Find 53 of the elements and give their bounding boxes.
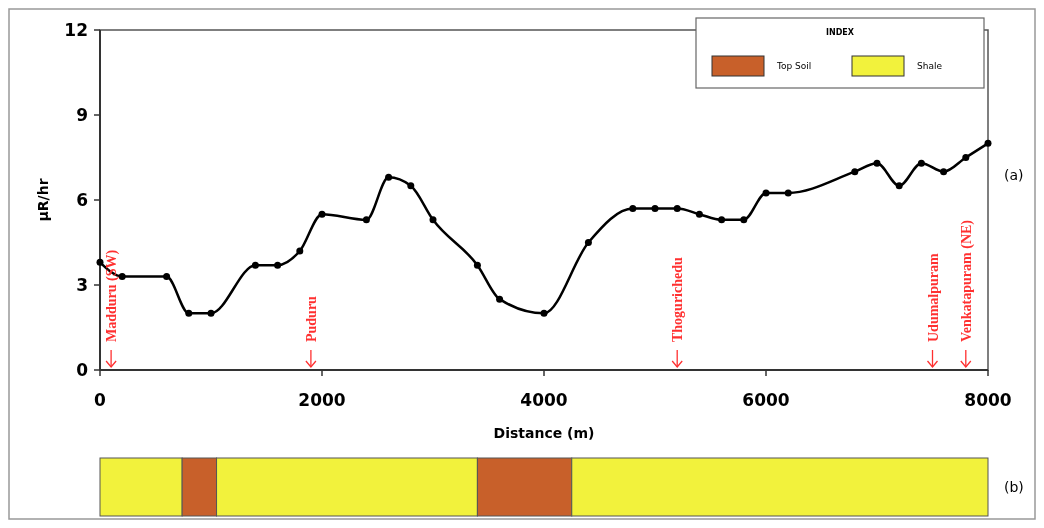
ref-line-label: Thogurichedu: [670, 256, 686, 342]
ref-line-label: Puduru: [303, 295, 319, 342]
point: [740, 216, 748, 224]
legend-title: INDEX: [826, 28, 855, 37]
point: [185, 309, 193, 317]
point: [651, 205, 659, 212]
point: [584, 239, 592, 246]
y-tick-label: 0: [76, 359, 89, 380]
ref-line-label: Udumalpuram: [925, 252, 941, 342]
point: [917, 159, 925, 167]
x-tick-label: 8000: [964, 390, 1012, 410]
x-tick-label: 0: [94, 390, 107, 410]
text: Shale: [917, 61, 943, 72]
point: [873, 159, 881, 167]
x-tick-label: 6000: [742, 390, 790, 410]
point: [895, 182, 903, 190]
point: [251, 261, 259, 269]
point: [940, 168, 948, 176]
point: [629, 205, 637, 212]
text: Top Soil: [776, 61, 812, 72]
point: [718, 216, 726, 224]
point: [385, 173, 393, 181]
point: [784, 189, 792, 197]
text: (b): [1004, 478, 1024, 495]
point: [163, 273, 171, 280]
y-tick-label: 3: [76, 274, 88, 295]
point: [362, 216, 370, 224]
ref-line-label: Madduru (SW): [104, 249, 121, 342]
point: [673, 205, 681, 212]
y-tick-label: 12: [64, 19, 88, 40]
point: [274, 261, 282, 269]
point: [851, 168, 859, 176]
x-axis-title: Distance (m): [493, 425, 595, 441]
point: [96, 258, 104, 266]
point: [540, 309, 548, 317]
point: [695, 210, 703, 218]
point: [296, 247, 304, 255]
y-axis-title: µR/hr: [35, 178, 51, 222]
point: [962, 154, 970, 161]
point: [984, 139, 992, 147]
text: (a): [1004, 167, 1024, 183]
point: [762, 189, 770, 197]
y-tick-label: 9: [76, 104, 88, 125]
x-tick-label: 4000: [520, 390, 568, 410]
point: [407, 182, 415, 190]
y-tick-label: 6: [76, 189, 88, 210]
x-tick-label: 2000: [298, 390, 346, 410]
point: [207, 309, 215, 317]
point: [318, 210, 326, 218]
point: [496, 295, 504, 303]
ref-line-label: Venkatapuram (NE): [958, 219, 975, 342]
point: [429, 216, 437, 224]
point: [473, 261, 481, 269]
